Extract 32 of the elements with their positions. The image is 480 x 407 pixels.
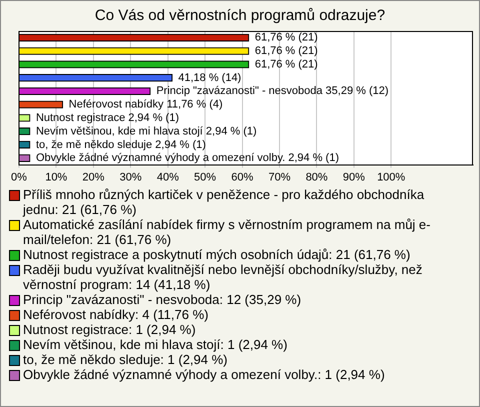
legend-label: Automatické zasílání nabídek firmy s věrnostním programem na můj e-mail/telefon: 21 (61,76 %) [23, 217, 432, 247]
x-tick-label: 70% [268, 171, 291, 184]
legend-label: Princip "zavázanosti" - nesvoboda: 12 (35,29 %) [23, 292, 302, 307]
legend-label: Neférovost nabídky: 4 (11,76 %) [23, 307, 208, 322]
chart-title: Co Vás od věrnostních programů odrazuje? [94, 7, 386, 24]
x-tick-label: 10% [45, 171, 68, 184]
x-tick-label: 20% [82, 171, 105, 184]
data-label: Princip "zavázanosti" - nesvoboda 35,29 % (12) [156, 85, 389, 98]
legend-label: Příliš mnoho různých kartiček v peněžence - pro každého obchodníka jednu: 21 (61,76 %) [23, 187, 426, 217]
x-tick-label: 30% [120, 171, 142, 184]
data-label: Nevím většinou, kde mi hlava stojí 2,94 % (1) [36, 125, 257, 138]
data-label: 41,18 % (14) [178, 72, 242, 84]
data-label: Nutnost registrace 2,94 % (1) [36, 112, 180, 124]
legend-label: to, že mě někdo sleduje: 1 (2,94 %) [23, 352, 228, 367]
data-label: Obvykle žádné významné výhody a omezení volby. 2,94 % (1) [36, 152, 340, 164]
legend-label: Nutnost registrace a poskytnutí mých osobních údajů: 21 (61,76 %) [23, 247, 410, 262]
x-tick-label: 0% [11, 171, 28, 184]
x-tick-label: 50% [194, 171, 216, 184]
legend-label: Nevím většinou, kde mi hlava stojí: 1 (2,94 %) [23, 337, 288, 352]
data-label: 61,76 % (21) [254, 32, 318, 44]
legend-label: Obvykle žádné významné výhody a omezení volby.: 1 (2,94 %) [23, 367, 385, 382]
data-label: 61,76 % (21) [254, 45, 318, 58]
x-tick-label: 100% [377, 171, 406, 184]
legend-label: Nutnost registrace: 1 (2,94 %) [23, 322, 196, 337]
x-tick-label: 90% [342, 171, 366, 184]
legend-label: Raději budu využívat kvalitnější nebo levnější obchodníky/služby, než věrnostní program: 14 (41,18 %) [23, 262, 424, 292]
x-tick-label: 80% [306, 171, 328, 184]
x-tick-label: 60% [231, 171, 254, 184]
data-label: Neférovost nabídky 11,76 % (4) [68, 98, 223, 111]
data-label: to, že mě někdo sleduje 2,94 % (1) [36, 138, 206, 151]
x-tick-label: 40% [156, 171, 180, 184]
data-label: 61,76 % (21) [254, 58, 318, 70]
